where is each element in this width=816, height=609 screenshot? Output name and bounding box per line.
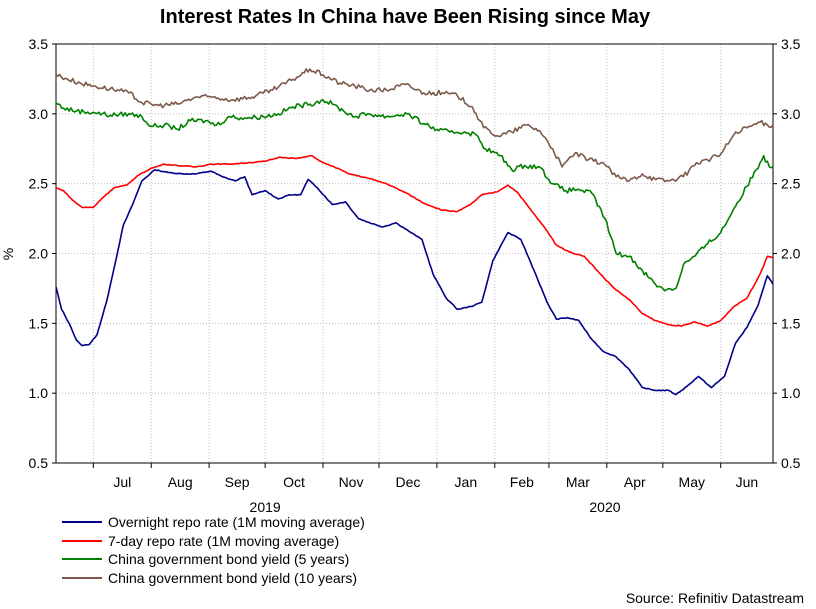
y-tick-label-left: 1.5 (29, 315, 49, 331)
y-tick-label-right: 2.0 (781, 246, 801, 262)
series-line-2 (55, 154, 774, 327)
y-axis-label: % (0, 248, 16, 260)
y-tick-label-right: 0.5 (781, 455, 801, 471)
legend-swatch (62, 576, 102, 579)
y-tick-label-right: 3.0 (781, 106, 801, 122)
x-month-label: Mar (566, 474, 590, 490)
x-month-label: Jul (113, 474, 131, 490)
y-tick-label-left: 3.0 (29, 106, 49, 122)
legend: Overnight repo rate (1M moving average) 7… (62, 513, 365, 587)
x-month-label: Sep (225, 474, 250, 490)
y-tick-label-left: 3.5 (29, 36, 49, 52)
x-month-label: Jun (736, 474, 759, 490)
legend-label: China government bond yield (5 years) (108, 551, 350, 568)
legend-swatch (62, 558, 102, 561)
x-year-label: 2019 (250, 499, 281, 515)
x-month-label: Jan (455, 474, 478, 490)
source-note: Source: Refinitiv Datastream (625, 590, 804, 606)
axes: 0.5 0.5 1.0 1.0 1.5 1.5 2.0 2.0 2.5 2.5 3.0 3.0 3.5 3… (29, 36, 801, 515)
series-line-4 (55, 68, 774, 183)
y-tick-label-left: 1.0 (29, 385, 49, 401)
x-month-label: Dec (396, 474, 421, 490)
series-layer (55, 68, 774, 396)
legend-item: 7-day repo rate (1M moving average) (62, 532, 365, 551)
legend-label: 7-day repo rate (1M moving average) (108, 532, 340, 549)
x-month-label: Nov (339, 474, 364, 490)
series-line-1 (55, 168, 774, 396)
x-month-label: Oct (283, 474, 305, 490)
x-month-label: May (679, 474, 705, 490)
legend-item: China government bond yield (10 years) (62, 569, 365, 588)
y-tick-label-right: 1.0 (781, 385, 801, 401)
legend-swatch (62, 539, 102, 542)
y-tick-label-left: 2.5 (29, 176, 49, 192)
legend-label: Overnight repo rate (1M moving average) (108, 514, 365, 531)
legend-label: China government bond yield (10 years) (108, 569, 358, 586)
x-year-label: 2020 (589, 499, 620, 515)
y-tick-label-right: 1.5 (781, 315, 801, 331)
x-month-label: Aug (168, 474, 193, 490)
chart-title: Interest Rates In China have Been Rising… (160, 6, 651, 28)
y-tick-label-right: 3.5 (781, 36, 801, 52)
x-month-label: Feb (510, 474, 534, 490)
legend-item: China government bond yield (5 years) (62, 550, 365, 569)
y-tick-label-left: 0.5 (29, 455, 49, 471)
y-tick-label-left: 2.0 (29, 246, 49, 262)
series-line-3 (55, 99, 774, 292)
y-tick-label-right: 2.5 (781, 176, 801, 192)
x-month-label: Apr (624, 474, 646, 490)
legend-swatch (62, 521, 102, 524)
legend-item: Overnight repo rate (1M moving average) (62, 513, 365, 532)
